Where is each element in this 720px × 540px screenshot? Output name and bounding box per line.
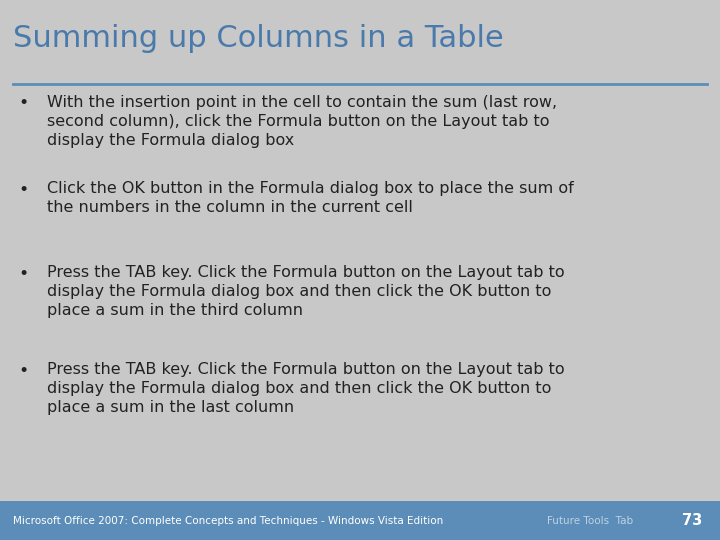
FancyBboxPatch shape <box>0 501 720 540</box>
Text: Click the OK button in the Formula dialog box to place the sum of
the numbers in: Click the OK button in the Formula dialo… <box>47 181 574 215</box>
Text: Summing up Columns in a Table: Summing up Columns in a Table <box>13 24 504 53</box>
Text: Press the TAB key. Click the Formula button on the Layout tab to
display the For: Press the TAB key. Click the Formula but… <box>47 362 564 415</box>
Text: With the insertion point in the cell to contain the sum (last row,
second column: With the insertion point in the cell to … <box>47 94 557 148</box>
Text: •: • <box>18 265 28 282</box>
Text: •: • <box>18 94 28 112</box>
Text: Press the TAB key. Click the Formula button on the Layout tab to
display the For: Press the TAB key. Click the Formula but… <box>47 265 564 318</box>
Text: 73: 73 <box>682 513 702 528</box>
Text: Future Tools  Tab: Future Tools Tab <box>547 516 634 525</box>
Text: Microsoft Office 2007: Complete Concepts and Techniques - Windows Vista Edition: Microsoft Office 2007: Complete Concepts… <box>13 516 444 525</box>
Text: •: • <box>18 362 28 380</box>
Text: •: • <box>18 181 28 199</box>
